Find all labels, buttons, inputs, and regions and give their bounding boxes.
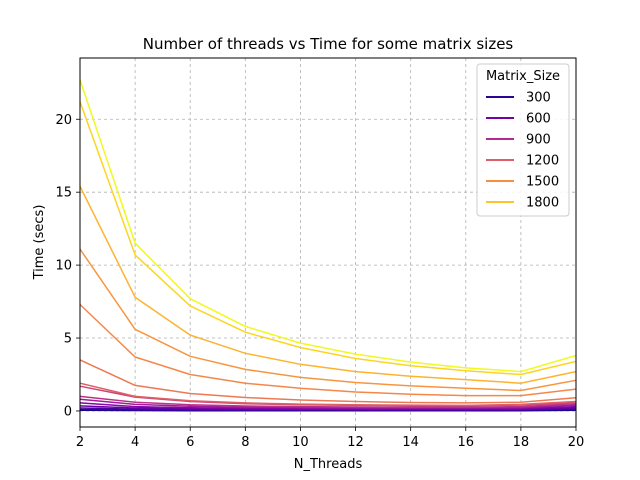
- plot-frame: [79, 57, 577, 428]
- series-line-14: [79, 101, 577, 376]
- y-axis: 0 5 10 15 20: [55, 113, 80, 419]
- x-axis-title: N_Threads: [294, 457, 363, 472]
- legend-label: 1200: [526, 154, 559, 169]
- legend-label: 600: [526, 112, 551, 127]
- legend-title: Matrix_Size: [486, 69, 560, 84]
- x-tick-label: 20: [568, 435, 585, 450]
- legend-entries: 300 600 900 1200 1500 1800: [486, 91, 559, 211]
- y-tick-label: 0: [64, 404, 72, 419]
- x-tick-label: 6: [186, 435, 194, 450]
- y-tick-label: 15: [55, 186, 72, 201]
- legend-label: 900: [526, 133, 551, 148]
- y-tick-label: 10: [55, 259, 72, 274]
- series-line-9: [79, 382, 577, 407]
- x-tick-label: 10: [292, 435, 309, 450]
- series-line-5: [79, 402, 577, 410]
- legend-label: 300: [526, 91, 551, 106]
- chart-title: Number of threads vs Time for some matri…: [143, 35, 514, 53]
- series-line-15: [79, 79, 577, 373]
- series-line-12: [79, 248, 577, 392]
- series-line-13: [79, 185, 577, 384]
- x-tick-label: 16: [458, 435, 475, 450]
- x-tick-label: 14: [402, 435, 419, 450]
- x-tick-label: 2: [76, 435, 84, 450]
- legend: Matrix_Size 300 600 900 1200 1500 1800: [476, 63, 570, 217]
- series-lines: [79, 79, 577, 412]
- x-tick-label: 12: [347, 435, 364, 450]
- y-tick-label: 20: [55, 113, 72, 128]
- x-tick-label: 8: [241, 435, 249, 450]
- x-tick-label: 18: [513, 435, 530, 450]
- y-axis-title: Time (secs): [32, 205, 47, 281]
- x-tick-label: 4: [131, 435, 139, 450]
- y-tick-label: 5: [64, 332, 72, 347]
- x-axis: 2 4 6 8 10 12 14 16 18 20: [76, 427, 584, 450]
- series-line-11: [79, 303, 577, 397]
- legend-box: [476, 63, 570, 217]
- legend-label: 1500: [526, 175, 559, 190]
- legend-label: 1800: [526, 196, 559, 211]
- series-line-6: [79, 398, 577, 409]
- series-line-7: [79, 395, 577, 408]
- series-line-10: [79, 359, 577, 404]
